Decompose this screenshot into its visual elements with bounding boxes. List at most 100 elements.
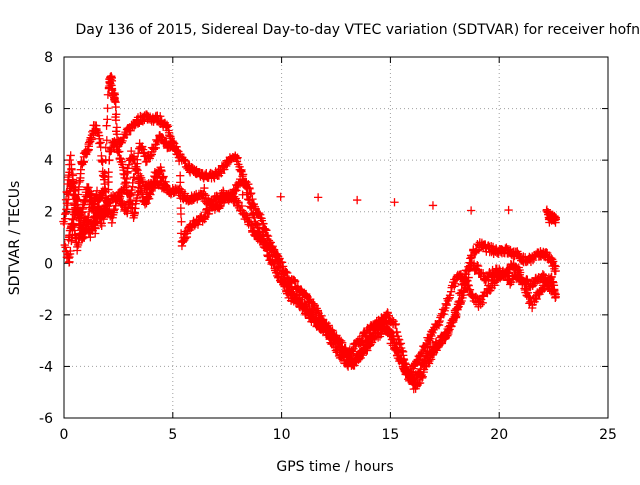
data-point <box>138 142 147 151</box>
data-point <box>101 155 110 164</box>
data-point <box>357 337 366 346</box>
data-point <box>451 279 460 288</box>
data-point <box>394 349 403 358</box>
data-point <box>68 230 77 239</box>
chart-title: Day 136 of 2015, Sidereal Day-to-day VTE… <box>76 22 640 38</box>
data-point <box>137 188 147 197</box>
data-point <box>127 146 136 156</box>
y-tick-label: 6 <box>44 102 53 118</box>
data-point <box>176 171 185 180</box>
data-point <box>128 178 137 188</box>
data-point <box>549 257 558 266</box>
y-tick-label: -2 <box>39 308 53 324</box>
data-point <box>104 168 113 177</box>
data-point <box>182 229 192 238</box>
data-point <box>256 210 265 219</box>
data-point <box>120 170 129 179</box>
data-point <box>66 246 75 256</box>
data-point <box>115 147 124 156</box>
data-point <box>83 216 92 225</box>
x-tick-label: 0 <box>60 427 69 443</box>
data-point <box>91 224 100 233</box>
data-point <box>516 268 525 277</box>
x-tick-label: 5 <box>168 427 177 443</box>
x-axis-label: GPS time / hours <box>276 459 393 475</box>
data-point <box>130 173 139 182</box>
data-point <box>280 282 289 291</box>
data-point <box>111 102 120 112</box>
data-point <box>102 121 111 130</box>
data-point <box>504 205 513 215</box>
data-point <box>147 150 156 159</box>
data-point <box>244 180 253 189</box>
data-point <box>80 233 89 242</box>
data-point <box>61 195 71 204</box>
data-point <box>126 126 135 135</box>
data-point <box>102 136 111 145</box>
data-point <box>122 130 132 139</box>
data-point <box>100 184 109 193</box>
data-point <box>397 358 407 367</box>
data-point <box>254 208 264 218</box>
x-tick-label: 10 <box>273 427 291 443</box>
data-point <box>363 346 372 355</box>
data-point <box>390 198 399 207</box>
data-point <box>124 160 134 169</box>
data-point <box>458 272 468 281</box>
data-point <box>465 285 475 294</box>
data-point <box>391 319 401 329</box>
data-point <box>142 199 151 208</box>
data-point <box>113 192 123 202</box>
data-point <box>67 165 76 174</box>
x-tick-label: 20 <box>490 427 508 443</box>
data-point <box>282 267 291 277</box>
data-point <box>65 155 74 165</box>
data-point <box>68 215 77 224</box>
data-point <box>543 279 553 288</box>
data-point <box>390 320 400 330</box>
data-point <box>162 182 171 191</box>
data-point <box>522 284 531 293</box>
data-point <box>251 204 260 213</box>
data-point <box>442 301 451 310</box>
data-point <box>276 192 285 201</box>
data-point <box>131 164 140 173</box>
data-point <box>135 179 144 188</box>
series-track-c <box>64 131 560 380</box>
data-point <box>437 339 447 348</box>
data-point <box>277 258 287 267</box>
y-axis-label: SDTVAR / TECUs <box>7 181 23 296</box>
data-point <box>306 295 315 304</box>
data-point <box>471 292 481 302</box>
data-point <box>125 189 134 199</box>
data-point <box>162 120 172 129</box>
data-point <box>416 352 425 362</box>
data-point <box>262 231 272 240</box>
y-tick-label: -6 <box>39 411 53 427</box>
data-point <box>532 294 541 304</box>
data-point <box>119 169 128 179</box>
data-point <box>353 195 362 205</box>
data-point <box>75 219 85 228</box>
data-point <box>138 117 148 126</box>
data-point <box>67 236 76 246</box>
data-point <box>392 327 402 337</box>
data-point <box>156 112 165 121</box>
axis-ticks: 0 5 10 15 20 25 -6 -4 -2 0 2 4 6 8 <box>39 50 617 443</box>
data-point <box>439 310 448 319</box>
data-point <box>103 104 112 113</box>
data-point <box>177 217 186 226</box>
x-tick-label: 15 <box>381 427 399 443</box>
data-point <box>428 201 438 210</box>
data-point <box>473 260 482 270</box>
data-point <box>60 219 69 229</box>
y-tick-label: 4 <box>44 153 53 169</box>
data-point <box>151 143 160 153</box>
data-point <box>68 170 77 179</box>
y-tick-label: 0 <box>44 256 53 272</box>
plot-border <box>63 56 609 419</box>
data-point <box>118 198 127 208</box>
data-point <box>473 261 483 271</box>
data-point <box>69 222 78 232</box>
data-point <box>107 218 116 227</box>
